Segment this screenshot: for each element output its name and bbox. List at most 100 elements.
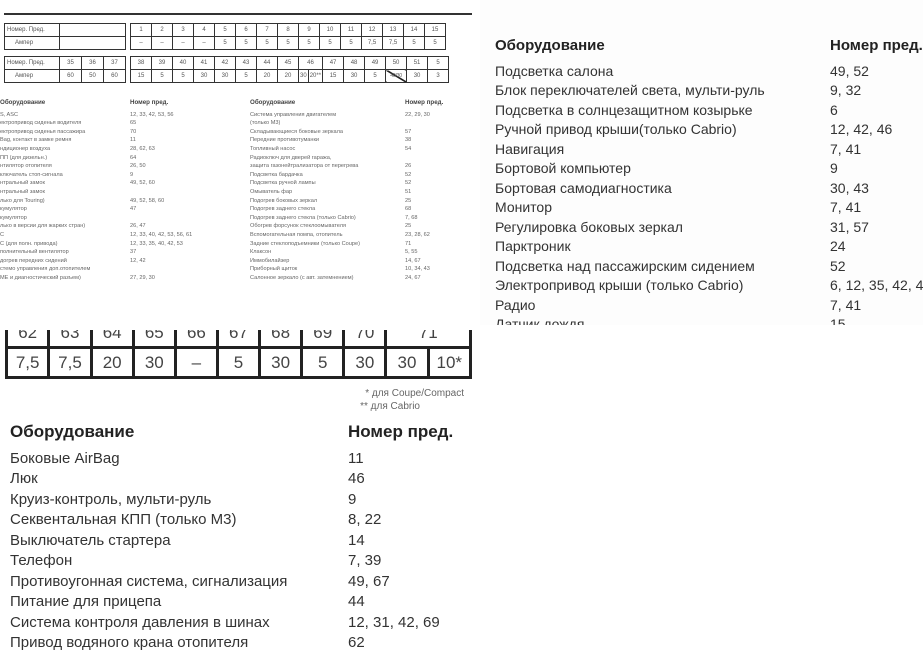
fuse-amp: 5 xyxy=(340,36,362,50)
fuse-numbers: 25 xyxy=(405,223,412,230)
equipment-name: Задние стеклоподъемники (только Coupe) xyxy=(250,240,360,247)
equipment-name: Подсветка салона xyxy=(495,62,614,79)
fuse-number: 37 xyxy=(103,56,126,70)
fuse-number: 36 xyxy=(81,56,104,70)
fuse-number: 6 xyxy=(235,23,257,37)
list-item: Подогрев боковых зеркал 25 xyxy=(250,197,443,206)
fuse-number: 49 xyxy=(364,56,387,70)
equipment-name: C (для полн. привода) xyxy=(0,240,58,247)
list-item: Бортовая самодиагностика 30, 43 xyxy=(495,179,923,199)
list-item: Складывающиеся боковые зеркала 57 xyxy=(250,128,443,137)
fuse-numbers: 49, 52 xyxy=(830,62,869,79)
fuse-number: 50 xyxy=(385,56,408,70)
list-item: ектропривод сиденья пассажира 70 xyxy=(0,128,192,137)
fuse-number: 40 xyxy=(172,56,194,70)
fuse-numbers: 12, 33, 35, 40, 42, 53 xyxy=(130,240,183,247)
fuse-numbers: 7, 68 xyxy=(405,214,418,221)
fuse-amp: – xyxy=(130,36,152,50)
equipment-name: Ручной привод крыши(только Cabrio) xyxy=(495,121,737,137)
row-label: Номер. Пред. xyxy=(4,56,60,70)
fuse-numbers: 26, 50 xyxy=(130,163,146,170)
equipment-name: Подогрев боковых зеркал xyxy=(250,197,318,204)
list-item: Система управления двигателем 22, 29, 30 xyxy=(250,111,443,120)
fuse-amp: 20 xyxy=(89,346,135,379)
fuse-numbers: 64 xyxy=(130,154,137,161)
fuse-number: 35 xyxy=(59,56,82,70)
fuse-numbers: 7, 41 xyxy=(830,140,862,157)
fuse-amp: 30 xyxy=(131,346,177,379)
list-item: кумулятор 47 xyxy=(0,205,192,214)
fuse-amp: – xyxy=(172,36,194,50)
fuse-numbers: 52 xyxy=(405,171,412,178)
list-item: Иммобилайзер 14, 67 xyxy=(250,257,443,266)
fuse-amp: 20 xyxy=(256,69,278,83)
fuse-number: 70 xyxy=(342,330,388,349)
equipment-name: C xyxy=(0,231,5,238)
fuse-amp: 7,5 xyxy=(382,36,404,50)
fuse-number: 47 xyxy=(322,56,345,70)
fuse-amp: 5 xyxy=(277,36,299,50)
equipment-name: кумулятор xyxy=(0,206,27,213)
fuse-number: 62 xyxy=(4,330,51,349)
fuse-amp: 5 xyxy=(235,36,257,50)
list-item: Круиз-контроль, мульти-руль 9 xyxy=(10,490,453,511)
equipment-name: полнительный вентилятор xyxy=(0,249,69,256)
fuse-number: 42 xyxy=(214,56,236,70)
equipment-name: Датчик дождя xyxy=(495,316,585,325)
fuse-numbers: 7, 41 xyxy=(830,199,862,215)
fuse-numbers: 24 xyxy=(830,238,846,254)
equipment-name: Питание для прицепа xyxy=(10,593,162,610)
fuse-numbers: 70 xyxy=(130,128,137,135)
fuse-numbers: 44 xyxy=(348,593,365,610)
fuse-table-bottom: 38 39 40 41 42 43 44 45 46 47 48 49 50 51 5 15 5 5 30 30 5 20… xyxy=(130,56,450,83)
fuse-number: 8 xyxy=(277,23,299,37)
fuse-number: 14 xyxy=(403,23,425,37)
list-item: Подсветка над пассажирским сидением 52 xyxy=(495,257,923,277)
header-equipment: Оборудование xyxy=(250,99,296,106)
fuse-amp: 5 xyxy=(364,69,387,83)
fuse-numbers: 15 xyxy=(830,316,846,325)
fuse-number: 65 xyxy=(131,330,177,349)
fuse-numbers: 10, 34, 43 xyxy=(405,266,430,273)
list-item: Электропривод крыши (только Cabrio) 6, 12… xyxy=(495,276,923,296)
equipment-name: Электропривод крыши (только Cabrio) xyxy=(495,277,744,293)
fuse-numbers: 11 xyxy=(130,137,136,144)
equipment-name: ндиционер воздуха xyxy=(0,145,51,152)
list-item: ектропривод сиденья водителя 65 xyxy=(0,119,192,128)
list-item: Парктроник 24 xyxy=(495,237,923,257)
list-item: Приборный щиток 10, 34, 43 xyxy=(250,265,443,274)
equipment-name: Секвентальная КПП (только M3) xyxy=(10,511,237,528)
equipment-name: Навигация xyxy=(495,140,565,157)
equipment-name: Боковые AirBag xyxy=(10,449,120,467)
fuse-amp: 7,5 xyxy=(361,36,383,50)
fuse-amp: 5 xyxy=(298,36,320,50)
fuse-numbers: 14 xyxy=(348,531,365,549)
fuse-number: 71 xyxy=(384,330,472,349)
fuse-numbers: 24, 67 xyxy=(405,274,421,281)
fuse-numbers: 12, 42, 46 xyxy=(830,121,893,137)
header-equipment: Оборудование xyxy=(495,37,605,54)
fuse-number: 67 xyxy=(215,330,262,349)
fuse-amp: 10* xyxy=(426,346,472,379)
fuse-numbers: 23, 28, 62 xyxy=(405,231,430,238)
equipment-name: ектропривод сиденья пассажира xyxy=(0,128,86,135)
equipment-list: Оборудование Номер пред. Боковые AirBag 11… xyxy=(10,422,453,654)
fuse-amp: 30 xyxy=(406,69,429,83)
list-item: кумулятор xyxy=(0,214,192,223)
fuse-amp: 5 xyxy=(235,69,257,83)
fuse-amp: 5 xyxy=(215,346,262,379)
fuse-numbers: 9 xyxy=(830,160,838,176)
list-item: Подсветка в солнцезащитном козырьке 6 xyxy=(495,101,923,121)
fuse-numbers: 52 xyxy=(405,180,412,187)
fuse-amp: 7,5 xyxy=(47,346,93,379)
fuse-amp: 7,5 xyxy=(4,346,51,379)
list-item: Bag, контакт в замке ремня 11 xyxy=(0,136,192,145)
list-item: Система контроля давления в шинах 12, 31,… xyxy=(10,613,453,634)
fuse-number: 38 xyxy=(130,56,152,70)
list-item: Привод водяного крана отопителя 62 xyxy=(10,633,453,654)
list-item: Монитор 7, 41 xyxy=(495,198,923,218)
fuse-numbers: 49, 52, 58, 60 xyxy=(130,197,165,204)
fuse-amp: 30 xyxy=(298,69,309,83)
list-item: защита газонейтрализатора от перегрева 26 xyxy=(250,162,443,171)
fuse-numbers: 6 xyxy=(830,101,838,118)
